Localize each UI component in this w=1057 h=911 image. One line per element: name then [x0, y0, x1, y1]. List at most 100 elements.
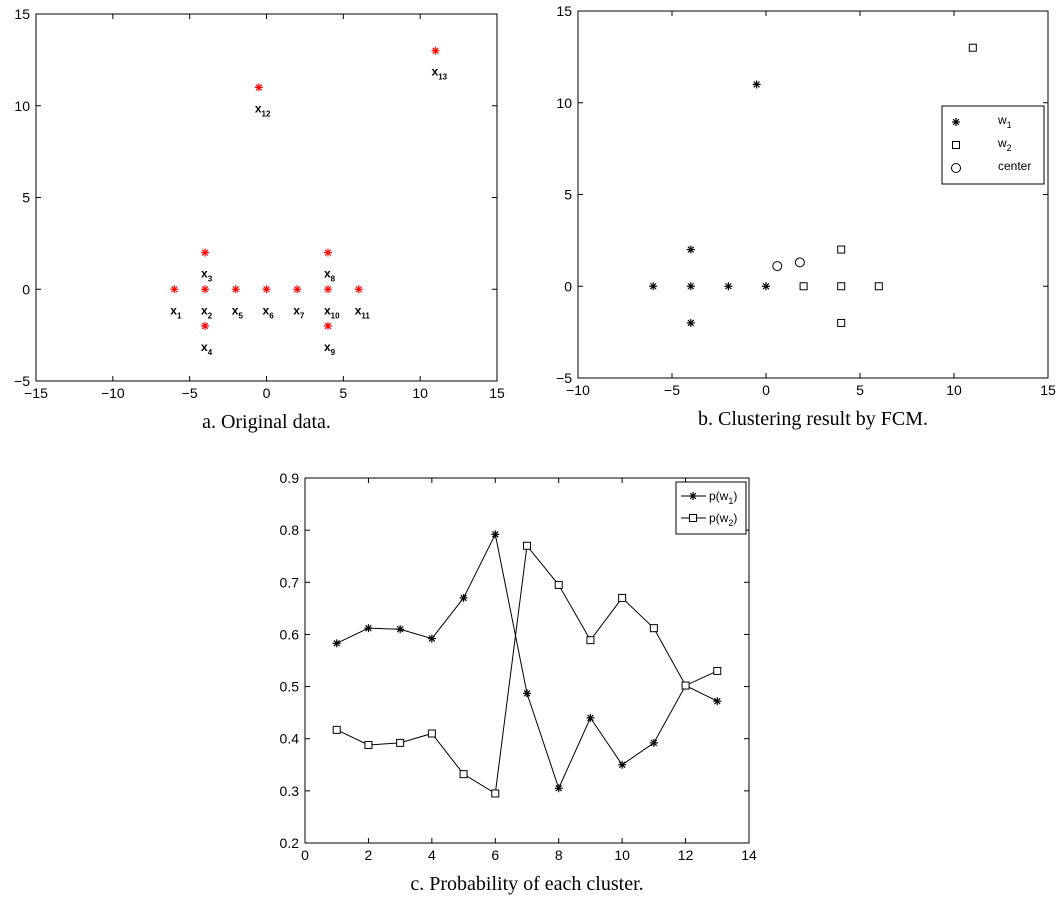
panel-c-legend-label-2: p(w2)	[709, 511, 737, 528]
panel-b-center-point	[772, 261, 783, 272]
panel-a-y-tick-label: −5	[14, 373, 30, 389]
panel-a-point-label-5: x5	[232, 303, 244, 320]
panel-c-legend-label-1: p(w1)	[709, 489, 737, 506]
panel-c-series-2-point	[491, 789, 500, 798]
panel-b-w1-point	[762, 282, 770, 291]
panel-a-point-9	[323, 321, 332, 330]
panel-b-w2-point	[837, 245, 846, 254]
panel-c-x-tick-label: 12	[678, 847, 694, 863]
panel-b-w2-point	[837, 282, 846, 291]
panel-c-series-1-point	[649, 738, 658, 747]
panel-a-x-tick-label: 5	[339, 385, 347, 401]
panel-a-point-label-3: x3	[201, 267, 213, 284]
panel-b-center-point	[794, 257, 805, 268]
panel-b-w2-point	[968, 43, 977, 52]
panel-a-caption: a. Original data.	[202, 411, 331, 433]
panel-b-w1-point	[686, 245, 695, 254]
panel-a-point-13	[431, 46, 440, 55]
panel-a-point-10	[323, 285, 332, 294]
panel-c-series-2-point	[618, 593, 627, 602]
panel-a-x-tick-label: 15	[489, 385, 505, 401]
panel-a-point-8	[323, 248, 332, 257]
panel-c-legend-marker-1	[689, 492, 697, 500]
panel-c-series-1-point	[586, 713, 595, 722]
panel-b-w2-point	[837, 318, 846, 327]
panel-c-cluster-probability: 0 2 4 6 8 10 12 14 0.2 0.3 0.4 0.5 0.6 0.7 0.8 0.9 c. Pr…	[280, 470, 757, 895]
panel-b-legend-marker-w1	[952, 118, 960, 126]
panel-c-series-2-point	[554, 580, 563, 589]
panel-a-point-6	[262, 285, 271, 294]
panel-b-legend-label-center: center	[998, 159, 1031, 173]
panel-a-x-tick-label: −15	[24, 385, 48, 401]
panel-c-series-2-point	[332, 725, 341, 734]
panel-b-w1-point	[686, 318, 695, 327]
panel-a-x-tick-label: −5	[182, 385, 198, 401]
panel-c-series-1-point	[713, 697, 722, 706]
panel-b-legend-marker-w2	[952, 141, 960, 149]
panel-a-y-tick-label: 15	[14, 6, 30, 22]
panel-a-y-tick-label: 0	[22, 281, 30, 297]
panel-c-x-tick-label: 14	[741, 847, 757, 863]
panel-a-point-4	[201, 321, 210, 330]
panel-b-x-tick-label: 5	[856, 382, 864, 398]
panel-c-series-1-point	[364, 624, 373, 633]
panel-c-series-2-point	[459, 770, 468, 779]
panel-c-legend-box	[675, 481, 747, 535]
panel-c-x-tick-label: 4	[428, 847, 436, 863]
panel-a-point-2	[201, 285, 210, 294]
panel-c-series-2-point	[523, 541, 531, 550]
panel-c-series-2-point	[364, 740, 373, 749]
panel-c-series-2-point	[649, 624, 658, 633]
panel-c-y-tick-label: 0.8	[280, 522, 300, 538]
panel-c-series-2-point	[713, 666, 722, 675]
panel-b-w1-point	[752, 80, 761, 89]
panel-a-point-11	[354, 285, 363, 294]
panel-b-w1-point	[686, 282, 695, 291]
panel-a-point-label-9: x9	[324, 340, 336, 357]
panel-b-x-tick-label: 0	[762, 382, 770, 398]
panel-a-y-tick-label: 10	[14, 98, 30, 114]
panel-c-legend-marker-2	[689, 514, 697, 522]
panel-b-x-tick-label: −5	[664, 382, 680, 398]
panel-a-point-label-1: x1	[170, 303, 182, 320]
panel-b-x-tick-label: 15	[1040, 382, 1056, 398]
panel-c-series-line-1	[336, 532, 718, 790]
panel-a-point-label-10: x10	[324, 303, 340, 320]
panel-a-point-12	[254, 83, 263, 92]
panel-c-plot-area	[304, 477, 750, 844]
panel-b-w2-point	[799, 282, 808, 291]
panel-c-series-2-point	[586, 636, 595, 645]
panel-b-legend: w1 w2 center	[941, 105, 1045, 185]
panel-b-y-tick-label: 0	[564, 278, 572, 294]
panel-c-series-1-point	[427, 634, 436, 643]
panel-c-series-1-point	[459, 593, 468, 602]
panel-a-point-label-12: x12	[255, 101, 271, 118]
panel-a-y-tick-label: 5	[22, 190, 30, 206]
panel-a-original-data: −15 −10 −5 0 5 10 15 −5 0 5 10 15 a. Original data. x…	[14, 6, 505, 433]
panel-c-series-1-point	[491, 530, 500, 539]
panel-c-legend: p(w1) p(w2)	[675, 481, 747, 535]
panel-b-w2-point	[874, 282, 883, 291]
panel-b-x-tick-label: 10	[946, 382, 962, 398]
panel-a-point-label-7: x7	[293, 303, 305, 320]
panel-c-series-2-point	[427, 729, 436, 738]
panel-c-series-1-point	[396, 625, 405, 634]
panel-c-y-tick-label: 0.9	[280, 470, 300, 486]
panel-b-y-tick-label: 5	[564, 187, 572, 203]
panel-c-series-1-point	[332, 639, 341, 648]
panel-c-x-tick-label: 2	[365, 847, 373, 863]
panel-c-y-tick-label: 0.3	[280, 783, 300, 799]
panel-a-point-1	[170, 285, 179, 294]
panel-c-caption: c. Probability of each cluster.	[410, 873, 643, 895]
panel-c-x-tick-label: 0	[301, 847, 309, 863]
panel-c-y-tick-label: 0.6	[280, 626, 300, 642]
panel-a-point-label-4: x4	[201, 340, 213, 357]
panel-b-legend-label-w1: w1	[997, 113, 1012, 130]
panel-c-series-1-point	[523, 689, 531, 698]
panel-b-y-tick-label: −5	[556, 370, 572, 386]
panel-a-point-5	[231, 285, 240, 294]
panel-c-y-tick-label: 0.2	[280, 835, 300, 851]
panel-b-y-tick-label: 10	[556, 95, 572, 111]
